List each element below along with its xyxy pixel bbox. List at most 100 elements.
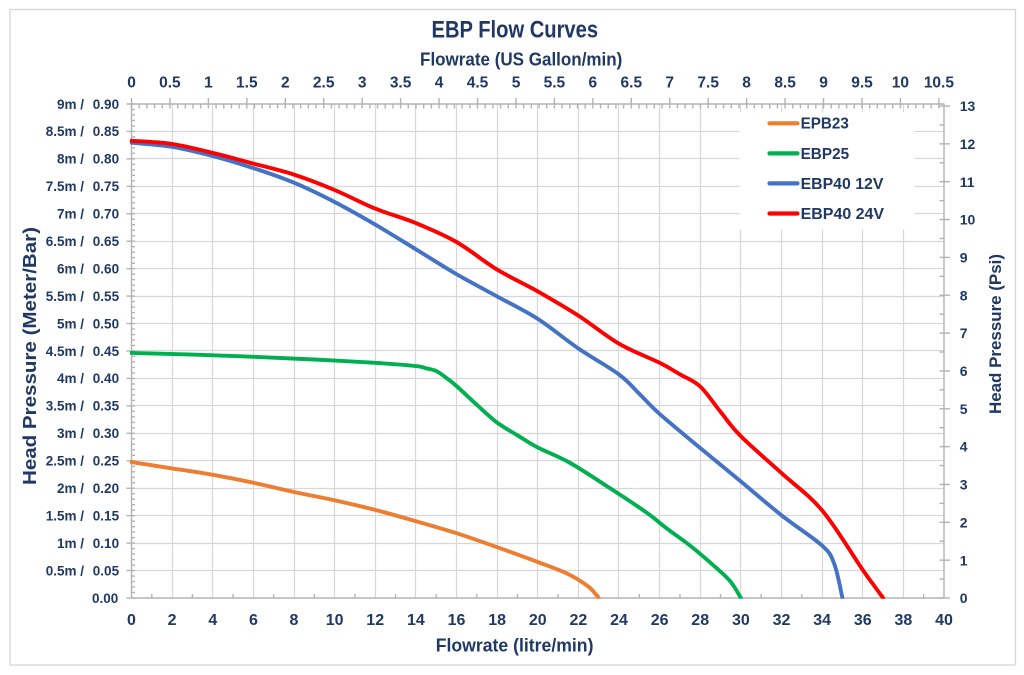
svg-text:4.5m /: 4.5m / [46, 344, 85, 359]
svg-text:0.30: 0.30 [93, 426, 119, 441]
svg-text:8: 8 [742, 75, 751, 92]
svg-text:6: 6 [249, 612, 258, 629]
svg-text:0: 0 [127, 75, 136, 92]
svg-text:0.40: 0.40 [93, 371, 119, 386]
svg-text:0.5m /: 0.5m / [46, 563, 85, 578]
svg-text:1: 1 [960, 552, 968, 568]
svg-text:5m /: 5m / [57, 316, 84, 331]
svg-text:2: 2 [281, 75, 290, 92]
svg-text:EBP25: EBP25 [801, 146, 850, 163]
svg-text:3.5m /: 3.5m / [46, 399, 85, 414]
svg-text:4: 4 [435, 75, 444, 92]
svg-text:0.80: 0.80 [93, 152, 119, 167]
svg-text:26: 26 [651, 612, 669, 629]
svg-text:6: 6 [588, 75, 597, 92]
svg-text:13: 13 [960, 98, 976, 114]
svg-text:38: 38 [895, 612, 913, 629]
svg-text:8.5m /: 8.5m / [46, 124, 85, 139]
svg-text:0.5: 0.5 [159, 75, 181, 92]
svg-text:2.5: 2.5 [313, 75, 335, 92]
svg-text:2m /: 2m / [57, 481, 84, 496]
svg-text:Head Pressure (Psi): Head Pressure (Psi) [986, 254, 1005, 414]
svg-text:6: 6 [960, 363, 968, 379]
svg-text:34: 34 [813, 612, 831, 629]
svg-text:40: 40 [935, 612, 953, 629]
svg-text:28: 28 [691, 612, 709, 629]
svg-text:1.5m /: 1.5m / [46, 509, 85, 524]
svg-text:0.55: 0.55 [93, 289, 120, 304]
svg-text:0.65: 0.65 [93, 234, 120, 249]
svg-text:5: 5 [512, 75, 521, 92]
svg-text:EBP40 24V: EBP40 24V [801, 206, 885, 223]
svg-text:36: 36 [854, 612, 872, 629]
svg-text:14: 14 [407, 612, 425, 629]
svg-text:16: 16 [448, 612, 466, 629]
svg-text:0.90: 0.90 [93, 97, 119, 112]
svg-text:18: 18 [488, 612, 506, 629]
svg-text:6.5: 6.5 [621, 75, 643, 92]
svg-text:Flowrate (litre/min): Flowrate (litre/min) [436, 634, 594, 655]
svg-text:9: 9 [960, 250, 968, 266]
svg-text:0.35: 0.35 [93, 399, 120, 414]
svg-text:32: 32 [773, 612, 791, 629]
svg-text:0.10: 0.10 [93, 536, 119, 551]
svg-text:0.05: 0.05 [93, 563, 120, 578]
svg-text:0.85: 0.85 [93, 124, 120, 139]
svg-text:3m /: 3m / [57, 426, 84, 441]
svg-text:8.5: 8.5 [774, 75, 796, 92]
svg-text:7.5m /: 7.5m / [46, 179, 85, 194]
svg-text:22: 22 [570, 612, 588, 629]
svg-text:Head Pressure (Meter/Bar): Head Pressure (Meter/Bar) [19, 227, 40, 485]
svg-text:EBP Flow Curves: EBP Flow Curves [432, 17, 599, 44]
svg-text:0: 0 [960, 590, 968, 606]
svg-text:10.5: 10.5 [924, 75, 955, 92]
svg-text:10: 10 [960, 212, 976, 228]
svg-text:0.25: 0.25 [93, 454, 120, 469]
svg-text:12: 12 [960, 136, 976, 152]
svg-text:4: 4 [208, 612, 217, 629]
svg-text:20: 20 [529, 612, 547, 629]
svg-text:10: 10 [326, 612, 344, 629]
svg-text:8: 8 [960, 287, 968, 303]
svg-text:6m /: 6m / [57, 262, 84, 277]
svg-text:3: 3 [960, 477, 968, 493]
svg-text:0: 0 [127, 612, 136, 629]
svg-text:6.5m /: 6.5m / [46, 234, 85, 249]
svg-text:7m /: 7m / [57, 207, 84, 222]
svg-text:3: 3 [358, 75, 367, 92]
svg-text:3.5: 3.5 [390, 75, 412, 92]
svg-text:0.75: 0.75 [93, 179, 120, 194]
svg-text:2.5m /: 2.5m / [46, 454, 85, 469]
svg-text:EBP40 12V: EBP40 12V [801, 176, 884, 193]
svg-text:24: 24 [610, 612, 628, 629]
svg-text:0.00: 0.00 [92, 591, 118, 606]
svg-text:7: 7 [665, 75, 674, 92]
svg-text:5.5: 5.5 [544, 75, 566, 92]
svg-text:1.5: 1.5 [236, 75, 258, 92]
svg-text:4: 4 [960, 439, 968, 455]
svg-text:8m /: 8m / [57, 152, 84, 167]
svg-text:0.70: 0.70 [93, 207, 119, 222]
svg-text:9.5: 9.5 [851, 75, 873, 92]
svg-text:Flowrate (US Gallon/min): Flowrate (US Gallon/min) [420, 49, 622, 70]
svg-text:0.15: 0.15 [93, 509, 120, 524]
svg-text:0.20: 0.20 [93, 481, 119, 496]
svg-text:0.45: 0.45 [93, 344, 120, 359]
svg-text:4m /: 4m / [57, 371, 84, 386]
svg-text:12: 12 [366, 612, 384, 629]
svg-text:2: 2 [960, 514, 968, 530]
svg-text:9m /: 9m / [57, 97, 84, 112]
svg-text:7: 7 [960, 325, 968, 341]
svg-text:7.5: 7.5 [697, 75, 719, 92]
svg-text:5.5m /: 5.5m / [46, 289, 85, 304]
svg-text:0.60: 0.60 [93, 262, 119, 277]
svg-text:EPB23: EPB23 [801, 116, 849, 133]
svg-text:8: 8 [290, 612, 299, 629]
svg-text:11: 11 [960, 174, 975, 190]
svg-text:30: 30 [732, 612, 750, 629]
svg-text:10: 10 [892, 75, 909, 92]
svg-text:1: 1 [204, 75, 213, 92]
svg-text:2: 2 [168, 612, 177, 629]
svg-text:1m /: 1m / [57, 536, 84, 551]
svg-text:4.5: 4.5 [467, 75, 489, 92]
